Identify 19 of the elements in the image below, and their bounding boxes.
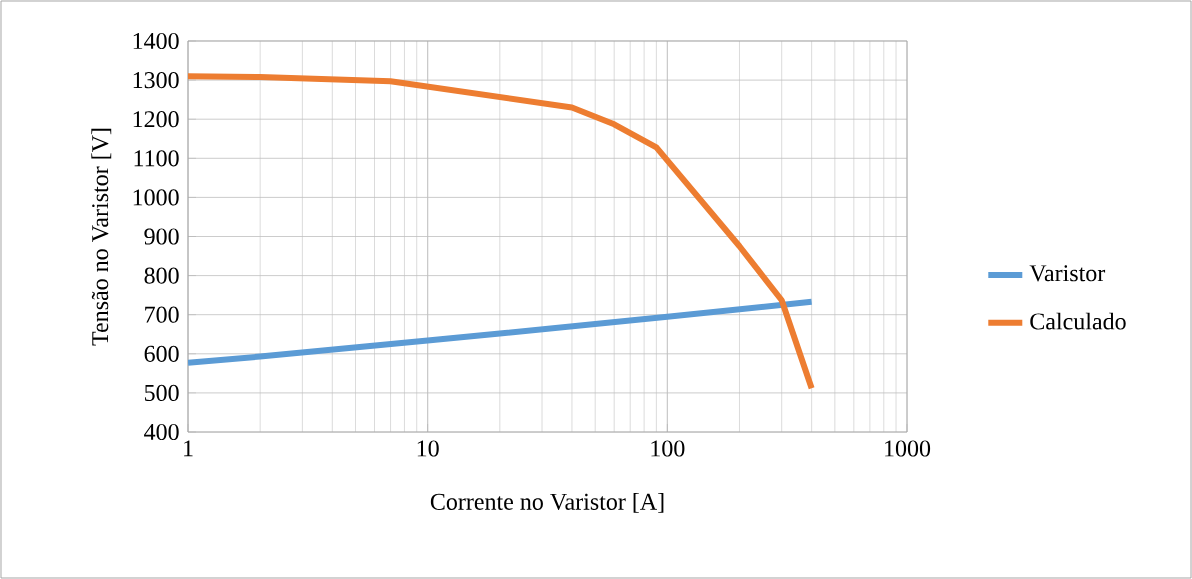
x-tick-label: 1000	[885, 440, 931, 457]
y-tick-label: 400	[144, 423, 179, 441]
x-tick-label: 10	[417, 440, 439, 457]
y-tick-label: 1300	[133, 71, 179, 89]
y-tick-label: 1400	[133, 32, 179, 50]
y-tick-label: 1000	[133, 189, 179, 206]
y-tick-label: 500	[145, 384, 179, 402]
y-tick-label: 600	[144, 345, 179, 362]
x-axis-title: Corrente no Varistor [A]	[430, 492, 664, 513]
y-axis-title: Tensão no Varistor [V]	[91, 128, 112, 346]
y-tick-label: 1200	[133, 111, 179, 128]
legend-label: Calculado	[1030, 312, 1126, 330]
y-tick-label: 900	[144, 228, 179, 245]
y-tick-label: 1100	[134, 150, 179, 167]
legend-label: Varistor	[1029, 265, 1106, 282]
x-tick-label: 100	[651, 440, 685, 457]
y-tick-label: 700	[145, 306, 179, 323]
x-tick-label: 1	[184, 440, 193, 457]
y-tick-label: 800	[144, 267, 179, 284]
